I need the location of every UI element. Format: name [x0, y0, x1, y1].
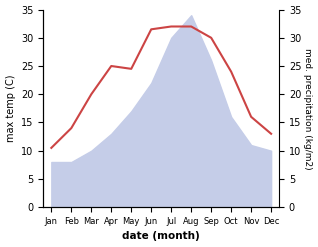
X-axis label: date (month): date (month) — [122, 231, 200, 242]
Y-axis label: max temp (C): max temp (C) — [5, 75, 16, 142]
Y-axis label: med. precipitation (kg/m2): med. precipitation (kg/m2) — [303, 48, 313, 169]
